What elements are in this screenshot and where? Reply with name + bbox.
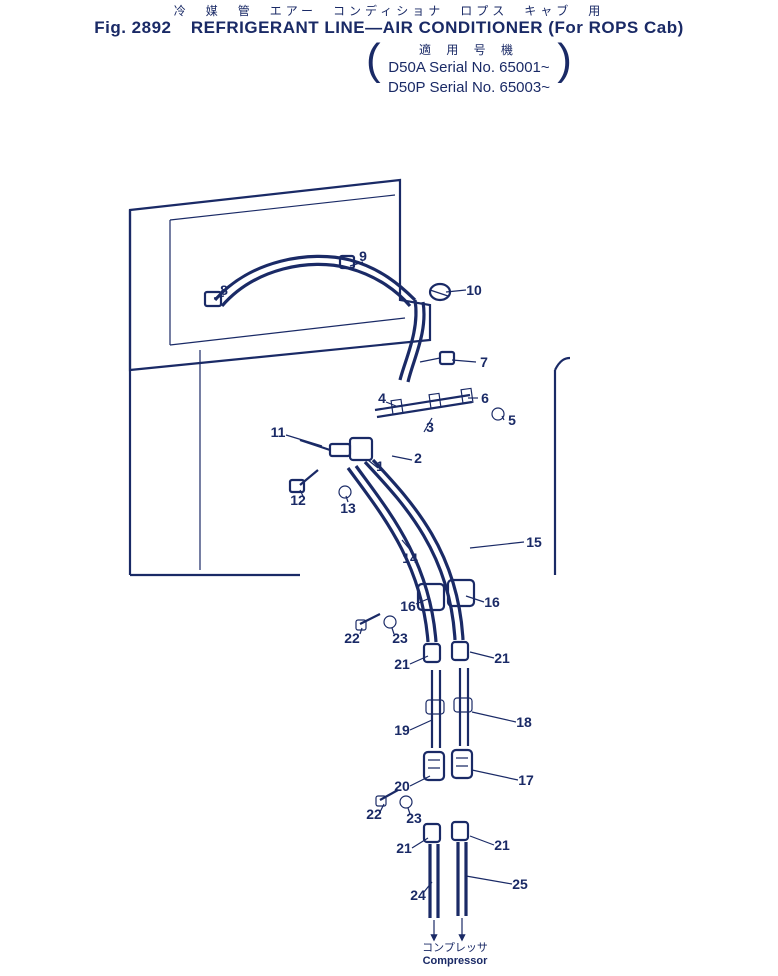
callout-5: 5 bbox=[508, 412, 516, 428]
plug-22-23-upper bbox=[356, 614, 396, 630]
callout-23b: 23 bbox=[406, 810, 422, 826]
callout-13: 13 bbox=[340, 500, 356, 516]
junction-block bbox=[290, 388, 504, 498]
page: 冷 媒 管 エアー コンディショナ ロプス キャブ 用 Fig. 2892 RE… bbox=[0, 0, 778, 976]
callout-21c: 21 bbox=[396, 840, 412, 856]
callout-16: 16 bbox=[400, 598, 416, 614]
callout-25: 25 bbox=[512, 876, 528, 892]
callout-15: 15 bbox=[526, 534, 542, 550]
callout-21b: 21 bbox=[494, 650, 510, 666]
callout-24: 24 bbox=[410, 887, 426, 903]
callout-18: 18 bbox=[516, 714, 532, 730]
callout-23a: 23 bbox=[392, 630, 408, 646]
callout-7: 7 bbox=[480, 354, 488, 370]
callout-17: 17 bbox=[518, 772, 534, 788]
compressor-en: Compressor bbox=[410, 955, 500, 968]
coupling-stack bbox=[376, 642, 472, 918]
compressor-jp: コンプレッサ bbox=[410, 942, 500, 955]
callout-4: 4 bbox=[378, 390, 386, 406]
callout-3: 3 bbox=[426, 419, 434, 435]
callout-21a: 21 bbox=[394, 656, 410, 672]
callout-10: 10 bbox=[466, 282, 482, 298]
callout-2: 2 bbox=[414, 450, 422, 466]
callout-22a: 22 bbox=[344, 630, 360, 646]
callout-14: 14 bbox=[402, 550, 418, 566]
compressor-arrows bbox=[434, 918, 462, 940]
callout-1: 1 bbox=[376, 458, 384, 474]
callout-12: 12 bbox=[290, 492, 306, 508]
callout-21d: 21 bbox=[494, 837, 510, 853]
callout-8: 8 bbox=[220, 282, 228, 298]
callout-11: 11 bbox=[271, 424, 286, 440]
diagram-svg bbox=[0, 0, 778, 976]
callout-6: 6 bbox=[481, 390, 489, 406]
callout-16b: 16 bbox=[484, 594, 500, 610]
callout-19: 19 bbox=[394, 722, 410, 738]
callout-20: 20 bbox=[394, 778, 410, 794]
callout-22b: 22 bbox=[366, 806, 382, 822]
callout-9: 9 bbox=[359, 248, 367, 264]
hose-8 bbox=[205, 256, 450, 306]
compressor-label: コンプレッサ Compressor bbox=[410, 942, 500, 968]
